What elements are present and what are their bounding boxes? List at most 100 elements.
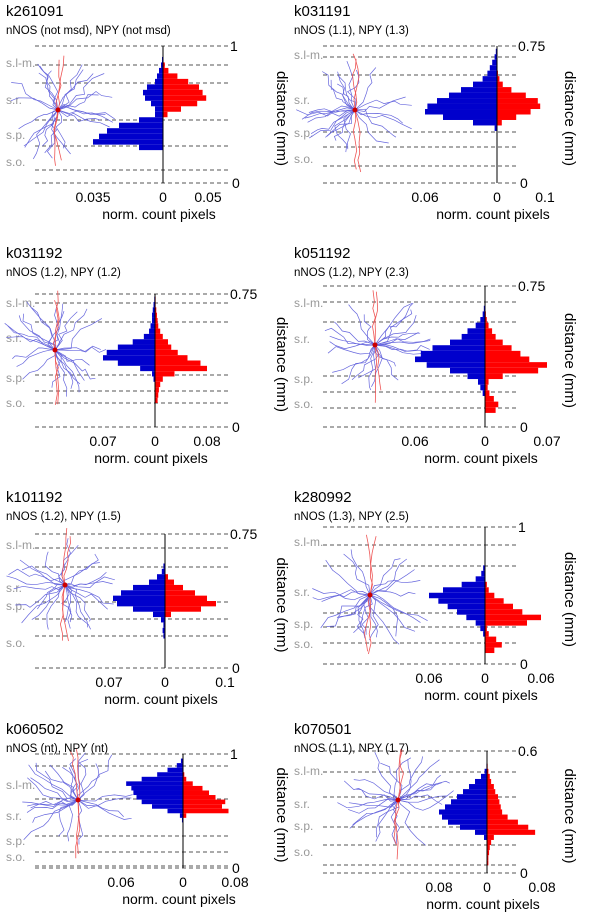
dendrite-branch <box>369 580 421 596</box>
y-axis-label: distance (mm) <box>273 767 290 862</box>
neuron-tracing <box>337 749 454 860</box>
panel-title: k031192 <box>6 245 62 262</box>
dendrite-branch <box>369 594 421 623</box>
bar-left <box>180 758 183 764</box>
y-tick-label: 0 <box>520 175 528 191</box>
bar-right <box>183 799 226 805</box>
bar-right <box>155 392 159 398</box>
bar-left <box>161 568 165 575</box>
layer-label: s.l-m. <box>6 778 35 792</box>
panel-k261091: k261091 nNOS (not msd), NPY (not msd) s.l-… <box>6 3 290 222</box>
dendrite-branch <box>26 799 79 813</box>
bar-right <box>163 73 178 79</box>
bar-right <box>487 809 503 815</box>
bar-left <box>443 587 485 593</box>
dendrite-branch <box>369 594 379 641</box>
bar-left <box>99 133 163 140</box>
dendrite-branch <box>321 594 371 602</box>
bar-right <box>155 339 168 345</box>
layer-label: s.o. <box>294 397 313 411</box>
layer-label: s.p. <box>294 372 313 386</box>
panel-title: k060502 <box>6 721 64 738</box>
dendrite-branch <box>16 349 56 367</box>
bar-left <box>448 819 487 825</box>
bar-right <box>497 76 500 82</box>
axon-branch <box>63 536 71 586</box>
bar-left <box>461 581 485 588</box>
bar-right <box>165 606 201 612</box>
dendrite-branch <box>320 594 371 629</box>
bar-right <box>497 92 526 99</box>
dendrite-branch <box>369 594 416 632</box>
bar-left <box>163 622 165 628</box>
layer-label: s.p. <box>6 371 25 385</box>
histogram <box>439 763 536 866</box>
layer-label: s.r. <box>6 93 22 107</box>
layer-label: s.r. <box>294 797 310 811</box>
neuron-tracing <box>6 528 115 642</box>
dendrite-branch <box>397 759 412 801</box>
bar-right <box>155 397 158 404</box>
bar-right <box>155 349 178 356</box>
soma <box>62 582 68 588</box>
panel-k031192: k031192 nNOS (1.2), NPY (1.2) s.l-m. s.r. s.… <box>4 245 290 466</box>
bar-right <box>487 824 529 830</box>
x-tick-label: 0.06 <box>401 433 428 449</box>
histogram <box>429 565 541 654</box>
bar-right <box>485 322 489 329</box>
axon-branch <box>363 594 371 652</box>
dendrite-branch <box>11 82 59 111</box>
axon-branch <box>70 751 79 801</box>
bar-right <box>155 360 201 366</box>
dendrite-branch <box>312 588 371 598</box>
bar-right <box>485 592 495 599</box>
x-tick-label: 0.1 <box>535 189 555 205</box>
bar-left <box>117 344 155 350</box>
bar-left <box>167 767 183 773</box>
dendrite-branch <box>375 331 419 346</box>
bar-left <box>132 339 155 345</box>
bar-left <box>473 81 497 88</box>
x-tick-label: 0.035 <box>75 189 110 205</box>
dendrite-branch <box>369 594 428 622</box>
y-tick-label: 1 <box>230 38 238 54</box>
layer-label: s.l-m. <box>294 48 323 62</box>
x-tick-label: 0 <box>179 874 187 890</box>
dendrite-branch <box>397 774 441 801</box>
bar-right <box>485 598 504 604</box>
dendrite-branch <box>304 107 356 119</box>
x-axis-label: norm. count pixels <box>102 206 216 222</box>
dendrite-branch <box>374 302 413 346</box>
bar-right <box>485 636 497 643</box>
bar-left <box>429 592 485 599</box>
dendrite-branch <box>353 594 373 634</box>
dendrite-branch <box>44 551 66 586</box>
bar-left <box>161 62 163 68</box>
dendrite-branch <box>397 783 437 801</box>
dendrite-branch <box>54 311 78 351</box>
y-tick-label: 0.75 <box>230 526 257 542</box>
dendrite-branch <box>338 594 371 618</box>
bar-left <box>152 307 155 313</box>
bar-left <box>140 365 155 372</box>
dendrite-branch <box>322 71 356 111</box>
x-axis-label: norm. count pixels <box>436 206 550 222</box>
y-axis-label: distance (mm) <box>561 71 578 166</box>
layer-label: s.p. <box>294 126 313 140</box>
bar-right <box>155 381 161 388</box>
dendrite-branch <box>61 584 73 623</box>
neuron-tracing <box>312 534 428 655</box>
dendrite-branch <box>397 782 442 801</box>
bar-left <box>152 804 183 809</box>
bar-right <box>183 808 229 814</box>
y-axis-label: distance (mm) <box>561 768 578 863</box>
panel-title: k280992 <box>294 489 352 506</box>
panel-k031191: k031191 nNOS (1.1), NPY (1.3) s.l-m. s.r. s.… <box>294 3 578 222</box>
axon-branch <box>57 55 65 111</box>
bar-left <box>482 76 497 82</box>
bar-left <box>136 795 183 800</box>
dendrite-branch <box>354 108 397 138</box>
dendrite-branch <box>77 799 124 818</box>
bar-left <box>482 311 485 318</box>
bar-right <box>485 350 521 357</box>
